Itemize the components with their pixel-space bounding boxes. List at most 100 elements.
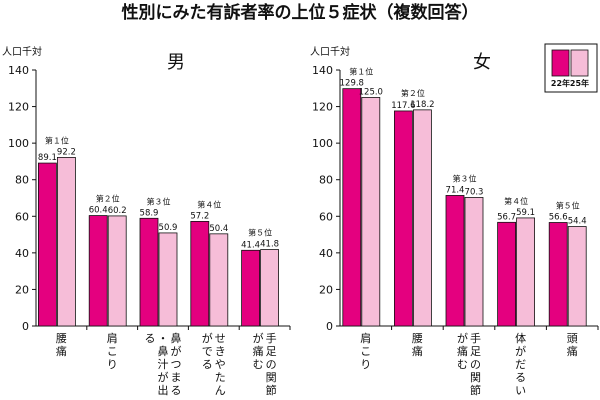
category-label-char: が: [515, 344, 526, 358]
category-label-char: 足: [266, 345, 277, 358]
legend-swatch-y25: [570, 49, 589, 77]
bar-value-label: 71.4: [446, 185, 465, 195]
category-label-char: む: [457, 358, 468, 371]
category-label-char: 鼻: [171, 331, 182, 345]
y-tick-label: 20: [319, 283, 333, 296]
category-label-char: 汁: [158, 358, 169, 371]
rank-label: 第３位: [453, 173, 477, 183]
rank-label: 第５位: [248, 228, 272, 238]
bar-value-label: 118.2: [410, 100, 434, 110]
bar-y25: [57, 157, 76, 327]
category-label-char: せ: [215, 332, 226, 345]
bar-value-label: 50.9: [159, 223, 178, 233]
category-label-char: 出: [158, 383, 169, 397]
category-label-char: が: [253, 331, 264, 345]
category-label-char: や: [215, 358, 226, 371]
bar-value-label: 60.4: [89, 206, 108, 216]
legend: 22年 25年: [544, 43, 598, 93]
category-label-char: ・: [158, 332, 169, 345]
bar-y22: [548, 222, 568, 327]
y-tick-label: 140: [8, 64, 29, 77]
bar-value-label: 41.4: [241, 240, 260, 250]
y-axis-label: 人口千対: [2, 45, 42, 58]
bar-value-label: 59.1: [516, 208, 535, 218]
bar-y22: [342, 88, 362, 327]
rank-label: 第１位: [349, 67, 373, 77]
category-label-char: 痛: [56, 344, 67, 358]
y-tick-label: 80: [319, 174, 333, 187]
legend-label: 25年: [570, 78, 589, 88]
bar-y25: [107, 215, 127, 327]
category-label-char: り: [107, 358, 118, 371]
category-label-char: た: [215, 371, 226, 384]
category-label-char: こ: [107, 345, 118, 358]
bar-value-label: 50.4: [209, 224, 228, 234]
y-tick-label: 120: [312, 101, 333, 114]
y-tick-label: 80: [15, 174, 29, 187]
category-label-char: 節: [266, 383, 277, 397]
bar-value-label: 117.6: [391, 101, 415, 111]
rank-label: 第２位: [401, 88, 425, 98]
rank-label: 第３位: [147, 196, 171, 206]
category-label-char: の: [266, 358, 277, 371]
category-label-char: ま: [171, 371, 182, 384]
y-tick-label: 0: [22, 320, 29, 333]
category-label-char: る: [145, 332, 156, 345]
bar-y25: [516, 217, 535, 327]
bar-value-label: 129.8: [340, 79, 364, 89]
category-label-char: 関: [470, 371, 481, 384]
category-label-char: る: [515, 371, 526, 384]
rank-label: 第４位: [504, 196, 528, 206]
category-label-char: ん: [215, 384, 226, 397]
category-label-char: 手: [266, 331, 277, 345]
category-label-char: 肩: [360, 331, 371, 345]
rank-label: 第５位: [556, 201, 580, 211]
panel-title: 女: [473, 52, 491, 73]
category-label-char: こ: [360, 345, 371, 358]
category-label-char: 関: [266, 371, 277, 384]
bar-y22: [241, 249, 261, 327]
category-label-char: む: [253, 358, 264, 371]
bar-value-label: 92.2: [57, 147, 76, 157]
bar-value-label: 57.2: [190, 211, 209, 221]
y-axis-label: 人口千対: [310, 45, 350, 58]
bar-y22: [139, 217, 159, 327]
bar-y22: [88, 215, 108, 327]
bar-y22: [497, 221, 517, 327]
category-label-char: る: [202, 358, 213, 371]
rank-label: 第２位: [96, 194, 120, 204]
bar-value-label: 56.7: [497, 212, 516, 222]
category-label-char: で: [202, 345, 213, 358]
bar-value-label: 125.0: [359, 87, 383, 97]
category-label-char: つ: [171, 358, 182, 371]
rank-label: 第４位: [197, 199, 221, 209]
bar-y22: [393, 110, 413, 327]
bar-value-label: 89.1: [38, 153, 57, 163]
y-tick-label: 60: [319, 210, 333, 223]
category-label-char: 手: [470, 331, 481, 345]
category-label-char: 鼻: [158, 344, 169, 358]
bar-value-label: 41.8: [260, 240, 279, 250]
rank-label: 第１位: [45, 135, 69, 145]
y-tick-label: 100: [8, 137, 29, 150]
category-label-char: き: [215, 345, 226, 358]
bar-value-label: 60.2: [108, 206, 127, 216]
bar-y22: [190, 221, 210, 327]
y-tick-label: 0: [326, 320, 333, 333]
panel-title: 男: [167, 52, 185, 73]
category-label-char: の: [470, 358, 481, 371]
bar-value-label: 56.6: [549, 213, 568, 223]
bar-y25: [361, 97, 381, 327]
category-label-char: 節: [470, 383, 481, 397]
legend-label: 22年: [551, 78, 570, 88]
category-label-char: が: [171, 344, 182, 358]
y-tick-label: 20: [15, 283, 29, 296]
category-label-char: 足: [470, 345, 481, 358]
category-label-char: る: [171, 384, 182, 397]
legend-swatch-y22: [551, 49, 570, 77]
y-tick-label: 100: [312, 137, 333, 150]
